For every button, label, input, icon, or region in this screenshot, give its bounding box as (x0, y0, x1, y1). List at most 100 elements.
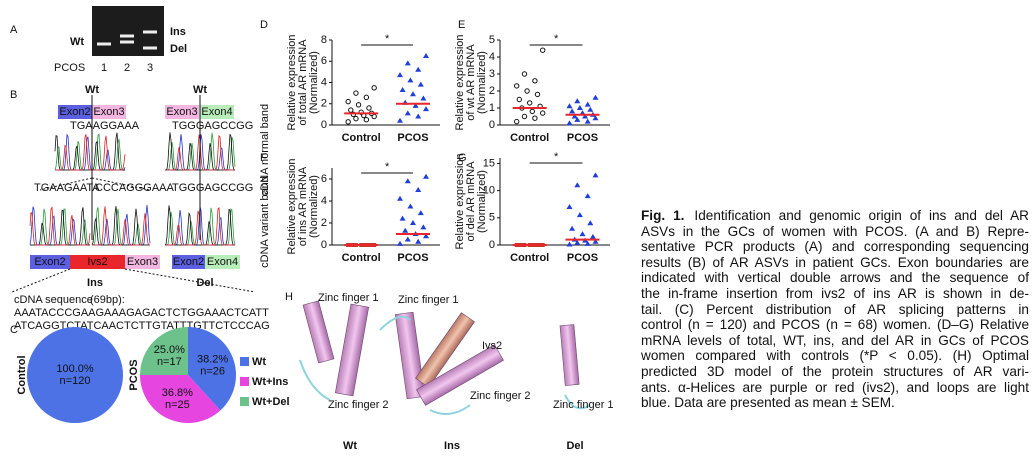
caption-line: ASVs in the GCs of women with PCOS. (A a… (641, 224, 1029, 240)
panel-letter: F (260, 152, 267, 164)
dot (397, 72, 403, 78)
dot (576, 212, 583, 218)
panel-letter: E (458, 19, 465, 31)
panel-letter: A (10, 24, 18, 36)
chromatogram (92, 204, 151, 246)
dot (584, 101, 591, 107)
y-tick-label: 5 (489, 212, 495, 224)
caption-line: results (B) of AR ASVs in patient GCs. E… (641, 255, 1029, 271)
dot (579, 231, 586, 237)
panel-letter: H (285, 291, 293, 303)
y-axis-label: (Normalized) (308, 51, 320, 114)
domain-label: Zinc finger 1 (553, 399, 614, 411)
y-axis-label: Relative expression (286, 35, 298, 131)
dot (527, 100, 533, 106)
allele-label: Wt (193, 84, 207, 96)
band-label: Wt (70, 36, 84, 48)
exon-box (70, 255, 125, 269)
dot (514, 83, 520, 89)
y-axis-label: of ins AR mRNA (297, 166, 309, 246)
caption: Fig. 1. Identification and genomic origin… (641, 208, 1029, 411)
lane-label: 3 (147, 62, 153, 74)
dot (415, 187, 422, 192)
y-tick-label: 0 (489, 239, 495, 251)
dot (584, 193, 591, 199)
y-tick-label: 0 (489, 119, 495, 131)
allele-label: Wt (85, 84, 99, 96)
caption-line: tail. (C) Percent distribution of AR spl… (641, 302, 1029, 318)
y-axis-label: Relative expression (286, 159, 298, 255)
dot (353, 90, 359, 96)
chromatogram (55, 134, 126, 171)
dot (345, 98, 351, 105)
y-tick-label: 2 (321, 98, 327, 110)
dot (514, 118, 520, 125)
base-calls: TGAAGAATA (34, 182, 100, 194)
model-label: Ins (444, 440, 460, 452)
legend-swatch (240, 377, 249, 386)
caption-text: tail. (C) Percent distribution of AR spl… (641, 301, 1029, 317)
dashed-link (124, 268, 256, 293)
x-tick-label: PCOS (397, 252, 428, 264)
dot (410, 91, 416, 97)
pie-n-label: n=120 (60, 375, 91, 387)
pie-n-label: n=17 (157, 356, 182, 368)
caption-line: mRNA levels of total, WT, ins, and del A… (641, 333, 1029, 349)
chromatogram (30, 207, 90, 246)
dot (412, 102, 419, 108)
dot (399, 86, 406, 92)
lane-title: PCOS (54, 62, 85, 74)
exon-label: Exon2 (173, 256, 204, 268)
dot (574, 182, 581, 188)
caption-text: the in-frame insertion from ivs2 of ins … (641, 285, 1029, 301)
dot (592, 94, 599, 100)
dot (417, 210, 424, 216)
significance-star: * (385, 33, 390, 45)
y-tick-label: 2 (489, 85, 495, 97)
cdna-sequence: AAATACCCGAAGAAAGAGACTCTGGAAACTCATT (14, 307, 269, 319)
dot (532, 115, 538, 121)
pie-label: 25.0% (154, 344, 185, 356)
domain-label: Zinc finger 2 (328, 399, 389, 411)
caption-line: women compared with controls (*P < 0.05)… (641, 348, 1029, 364)
gel-band (143, 46, 157, 50)
y-tick-label: 8 (321, 34, 327, 46)
dot (576, 105, 583, 110)
dot (402, 227, 409, 233)
dot (420, 95, 427, 101)
legend-label: Wt+Ins (252, 376, 288, 388)
legend-label: Wt+Del (252, 396, 290, 408)
chromatogram (91, 206, 150, 246)
dot (566, 203, 573, 209)
pie-n-label: n=25 (165, 399, 190, 411)
dot (532, 78, 538, 84)
dot (353, 115, 359, 122)
y-tick-label: 6 (321, 173, 327, 185)
dot (417, 81, 424, 87)
dot (410, 220, 416, 225)
panel-letter: D (260, 19, 268, 31)
dot (423, 52, 429, 58)
dot (521, 71, 528, 77)
dot (566, 241, 573, 247)
x-tick-label: PCOS (567, 252, 598, 264)
y-axis-label: (Normalized) (476, 51, 488, 114)
y-tick-label: 2 (321, 217, 327, 229)
caption-line: predicted 3D model of the protein struct… (641, 364, 1029, 380)
dot (397, 240, 403, 246)
dot (566, 120, 573, 126)
dot (529, 108, 535, 115)
exon-box (205, 255, 240, 269)
panel-letter: B (10, 89, 17, 101)
y-tick-label: 3 (489, 68, 495, 80)
model-label: Wt (343, 440, 357, 452)
exon-label: Exon4 (201, 106, 232, 118)
dot (407, 203, 414, 209)
caption-line: blue. Data are presented as mean ± SEM. (641, 395, 1029, 411)
variant-label: Ins (87, 277, 103, 289)
pie-title: PCOS (128, 359, 140, 390)
exon-label: Exon4 (207, 256, 238, 268)
side-label: cDNA variant band (259, 176, 271, 268)
side-label: cDNA normal band (259, 104, 271, 196)
dot (415, 238, 422, 244)
